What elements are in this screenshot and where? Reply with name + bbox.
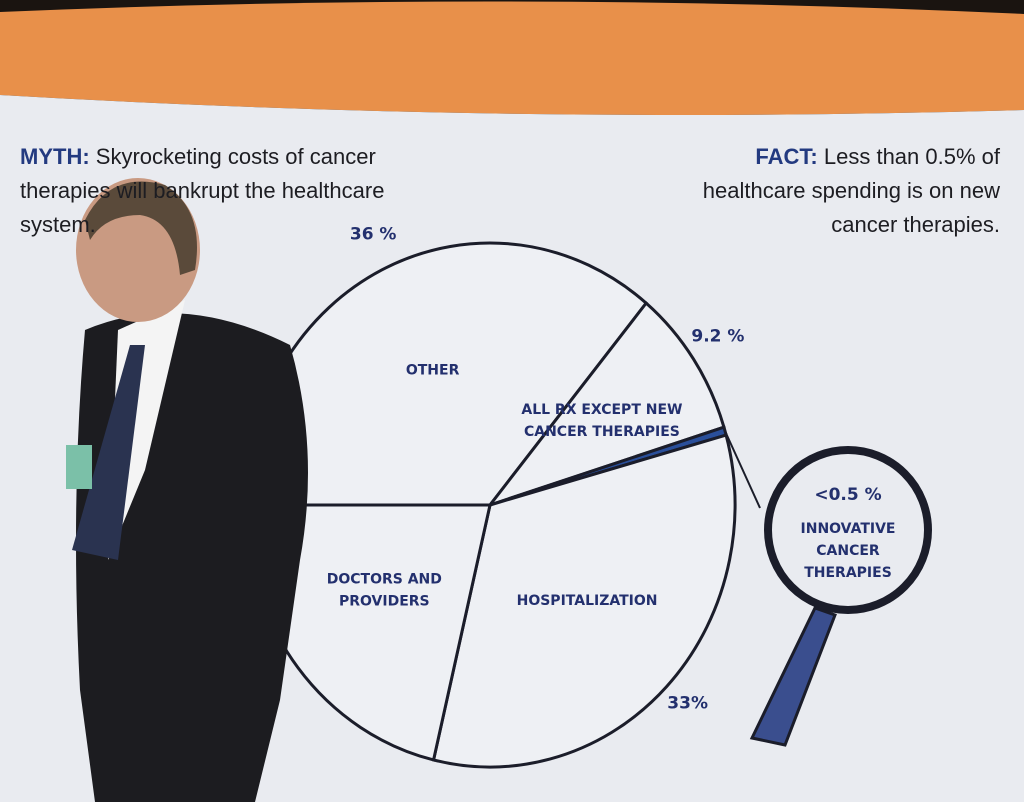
pie-label: DOCTORS AND PROVIDERS bbox=[327, 571, 442, 609]
myth: MYTH: Skyrocketing costs of cancer thera… bbox=[20, 140, 420, 242]
myth-label: MYTH: bbox=[20, 144, 90, 169]
value-label: 33% bbox=[667, 694, 708, 714]
fact-label: FACT: bbox=[755, 144, 818, 169]
pie-label: INNOVATIVE CANCER THERAPIES bbox=[801, 521, 896, 581]
person bbox=[66, 178, 308, 802]
value-label: <0.5 % bbox=[814, 485, 881, 505]
value-label: 9.2 % bbox=[691, 327, 744, 347]
pie-label: OTHER bbox=[406, 363, 460, 379]
pie-slice bbox=[485, 300, 726, 508]
fact: FACT: Less than 0.5% of healthcare spend… bbox=[650, 140, 1000, 242]
pie-slice bbox=[431, 433, 737, 769]
value-label: 36 % bbox=[350, 224, 397, 244]
pie-label: HOSPITALIZATION bbox=[517, 593, 658, 609]
leader-line bbox=[724, 430, 761, 509]
myth-text: Skyrocketing costs of cancer therapies w… bbox=[20, 144, 385, 237]
pie-chart: OTHER 36 % ALL RX EXCEPT NEW CANCER THERAPI… bbox=[243, 224, 896, 769]
magnifier bbox=[749, 446, 932, 747]
poster-band bbox=[0, 1, 1024, 115]
fact-text: Less than 0.5% of healthcare spending is… bbox=[702, 144, 1000, 237]
pie-label: ALL RX EXCEPT NEW CANCER THERAPIES bbox=[521, 402, 682, 440]
